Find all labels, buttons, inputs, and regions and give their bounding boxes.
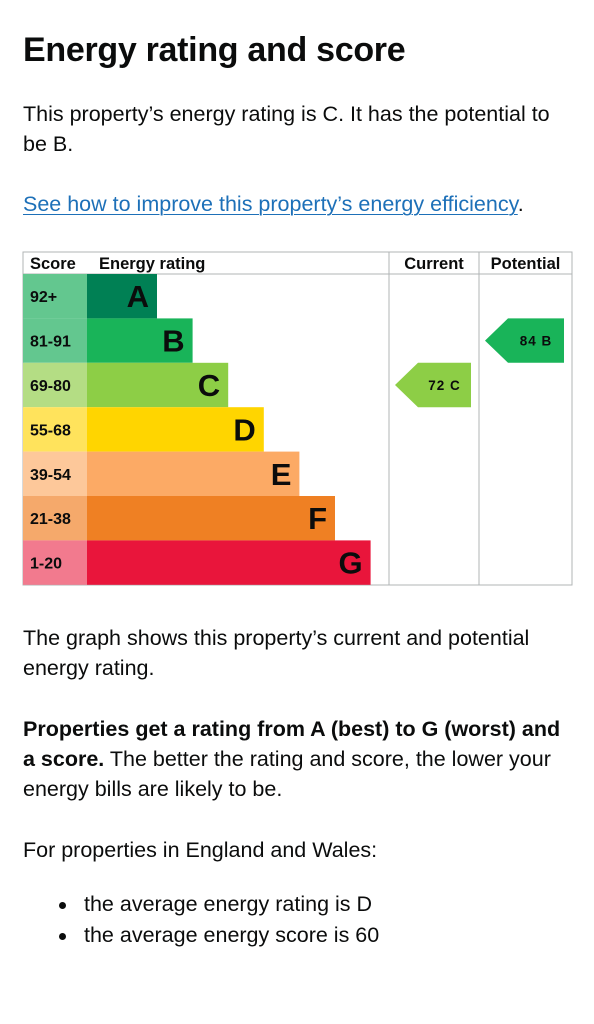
page-title: Energy rating and score [23, 31, 406, 69]
energy-rating-chart: Score Energy rating Current Potential 92+ A 81… [22, 251, 573, 586]
ratings-explanation-rest: The better the rating and score, the low… [23, 747, 551, 801]
ratings-explanation: Properties get a rating from A (best) to… [23, 714, 575, 804]
ratings-explanation-bold: Properties get a rating from A (best) to… [23, 717, 561, 771]
averages-list: the average energy rating is D the avera… [23, 889, 379, 951]
rating-bar-g [87, 540, 371, 585]
score-cell-e [23, 451, 87, 496]
rating-letter-b: B [162, 324, 184, 359]
intro-text: This property’s energy rating is C. It h… [23, 102, 550, 156]
score-cell-a [23, 274, 87, 319]
graph-description: The graph shows this property’s current … [23, 626, 530, 680]
current-rating-arrow [395, 362, 471, 408]
average-rating-item: the average energy rating is D [59, 889, 379, 920]
rating-letter-e: E [271, 457, 292, 492]
energy-rating-header: Energy rating [99, 255, 205, 273]
score-range-d: 55-68 [30, 422, 71, 439]
score-range-f: 21-38 [30, 511, 71, 528]
rating-letter-a: A [127, 279, 149, 314]
score-range-e: 39-54 [30, 467, 71, 484]
score-range-b: 81-91 [30, 334, 71, 351]
potential-header: Potential [491, 255, 561, 273]
rating-letter-d: D [233, 412, 255, 447]
score-cell-c [23, 362, 87, 408]
improve-link-line: See how to improve this property’s energ… [23, 189, 575, 219]
for-properties-text: For properties in England and Wales: [23, 838, 378, 862]
improve-efficiency-link[interactable]: See how to improve this property’s energ… [23, 192, 518, 216]
rating-bar-a [87, 274, 157, 319]
current-rating-label: 72 C [428, 378, 461, 393]
score-cell-g [23, 540, 87, 585]
average-score-item: the average energy score is 60 [59, 920, 379, 951]
rating-letter-g: G [338, 546, 362, 581]
score-range-c: 69-80 [30, 378, 71, 395]
score-cell-d [23, 407, 87, 452]
rating-bar-c [87, 362, 229, 408]
score-range-g: 1-20 [30, 556, 62, 573]
potential-rating-arrow [485, 318, 564, 363]
rating-letter-f: F [308, 501, 327, 536]
current-header: Current [404, 255, 464, 273]
rating-letter-c: C [198, 368, 220, 403]
score-cell-f [23, 496, 87, 541]
score-cell-b [23, 318, 87, 363]
rating-bar-d [87, 407, 264, 452]
score-header: Score [30, 255, 76, 273]
improve-link-suffix: . [517, 192, 524, 216]
potential-rating-label: 84 B [520, 334, 553, 349]
rating-bar-e [87, 451, 300, 496]
score-range-a: 92+ [30, 289, 57, 306]
rating-bar-b [87, 318, 193, 363]
rating-bar-f [87, 496, 335, 541]
